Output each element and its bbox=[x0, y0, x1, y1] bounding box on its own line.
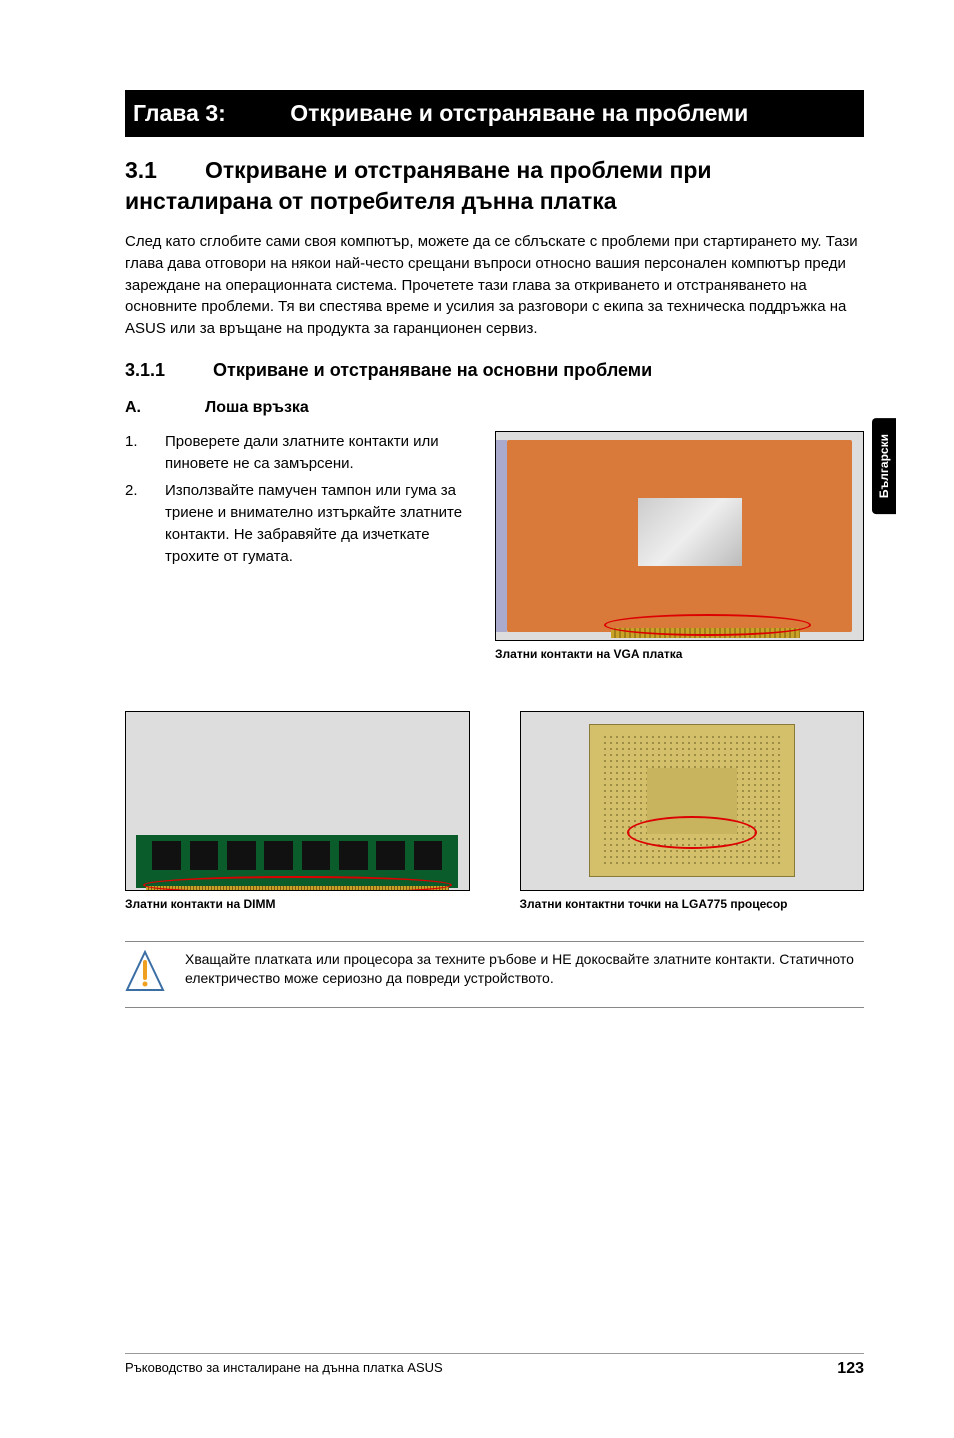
chapter-header: Глава 3: Откриване и отстраняване на про… bbox=[125, 90, 864, 137]
section-number: 3.1 bbox=[125, 155, 157, 186]
topic-title: Лоша връзка bbox=[205, 399, 309, 416]
step-text: Проверете дали златните контакти или пин… bbox=[165, 431, 465, 475]
dimm-image bbox=[125, 711, 470, 891]
step-number: 1. bbox=[125, 431, 165, 475]
subsection-title: Откриване и отстраняване на основни проб… bbox=[213, 360, 652, 380]
footer-text: Ръководство за инсталиране на дънна плат… bbox=[125, 1360, 443, 1378]
chapter-number: Глава 3: bbox=[133, 100, 226, 127]
page-number: 123 bbox=[837, 1360, 864, 1378]
list-item: 2. Използвайте памучен тампон или гума з… bbox=[125, 480, 465, 567]
section-title-line1: Откриване и отстраняване на проблеми при bbox=[205, 157, 712, 183]
dimm-figure: Златни контакти на DIMM bbox=[125, 711, 470, 911]
warning-note: Хващайте платката или процесора за техни… bbox=[125, 941, 864, 1008]
subsection-number: 3.1.1 bbox=[125, 360, 165, 381]
vga-image bbox=[495, 431, 864, 641]
step-number: 2. bbox=[125, 480, 165, 567]
dimm-caption: Златни контакти на DIMM bbox=[125, 897, 470, 911]
intro-paragraph: След като сглобите сами своя компютър, м… bbox=[125, 231, 864, 340]
subsection-heading: 3.1.1 Откриване и отстраняване на основни… bbox=[125, 360, 864, 381]
steps-column: 1. Проверете дали златните контакти или … bbox=[125, 431, 465, 661]
chapter-title: Откриване и отстраняване на проблеми bbox=[290, 100, 748, 126]
cpu-image bbox=[520, 711, 865, 891]
warning-icon bbox=[125, 950, 165, 999]
language-tab: Български bbox=[872, 418, 896, 514]
vga-figure: Златни контакти на VGA платка bbox=[495, 431, 864, 661]
section-heading: 3.1 Откриване и отстраняване на проблеми … bbox=[125, 155, 864, 217]
vga-caption: Златни контакти на VGA платка bbox=[495, 647, 864, 661]
section-title-line2: инсталирана от потребителя дънна платка bbox=[125, 188, 617, 214]
step-text: Използвайте памучен тампон или гума за т… bbox=[165, 480, 465, 567]
topic-letter: A. bbox=[125, 399, 141, 417]
cpu-figure: Златни контактни точки на LGA775 процесо… bbox=[520, 711, 865, 911]
page-footer: Ръководство за инсталиране на дънна плат… bbox=[125, 1353, 864, 1378]
cpu-caption: Златни контактни точки на LGA775 процесо… bbox=[520, 897, 865, 911]
topic-heading: A. Лоша връзка bbox=[125, 399, 864, 417]
warning-text: Хващайте платката или процесора за техни… bbox=[185, 950, 864, 989]
list-item: 1. Проверете дали златните контакти или … bbox=[125, 431, 465, 475]
